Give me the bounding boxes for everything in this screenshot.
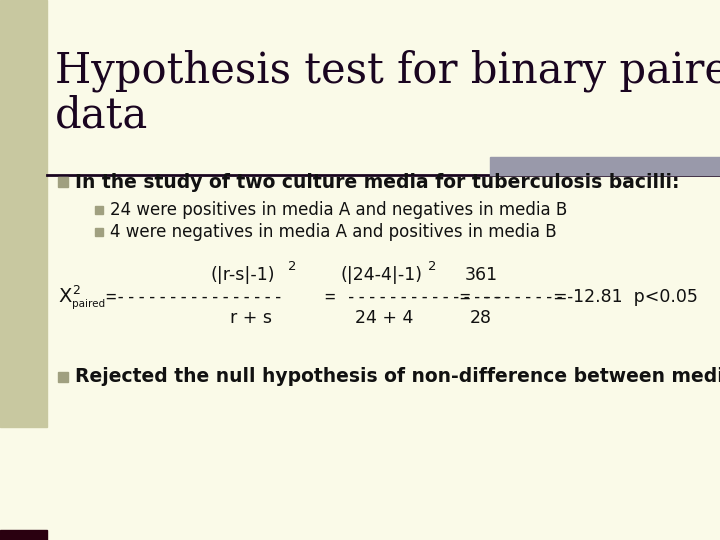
Text: 28: 28 [470,309,492,327]
Text: 24 + 4: 24 + 4 [355,309,413,327]
Text: data: data [55,95,148,137]
Bar [0,0,47,427]
Text: 2: 2 [428,260,436,273]
Text: r + s: r + s [230,309,272,327]
Bar [95,206,103,214]
Text: =----------------: =---------------- [105,288,284,306]
Text: (|r-s|-1): (|r-s|-1) [210,266,274,284]
Bar [95,228,103,236]
Text: 2: 2 [288,260,297,273]
Text: = ---------------: = --------------- [325,288,503,306]
Text: 2: 2 [72,285,80,298]
Text: In the study of two culture media for tuberculosis bacilli:: In the study of two culture media for tu… [75,172,680,192]
Text: Hypothesis test for binary paired: Hypothesis test for binary paired [55,50,720,92]
Text: 4 were negatives in media A and positives in media B: 4 were negatives in media A and positive… [110,223,557,241]
Bar [58,177,68,187]
Text: = 12.81  p<0.05: = 12.81 p<0.05 [553,288,698,306]
Text: X: X [58,287,71,307]
Bar [58,372,68,382]
Bar [0,530,47,540]
Text: paired: paired [72,299,105,309]
Text: = ---------: = --------- [460,288,575,306]
Bar [490,157,720,175]
Text: Rejected the null hypothesis of non-difference between media.: Rejected the null hypothesis of non-diff… [75,368,720,387]
Text: 24 were positives in media A and negatives in media B: 24 were positives in media A and negativ… [110,201,567,219]
Text: 361: 361 [465,266,498,284]
Text: (|24-4|-1): (|24-4|-1) [340,266,422,284]
